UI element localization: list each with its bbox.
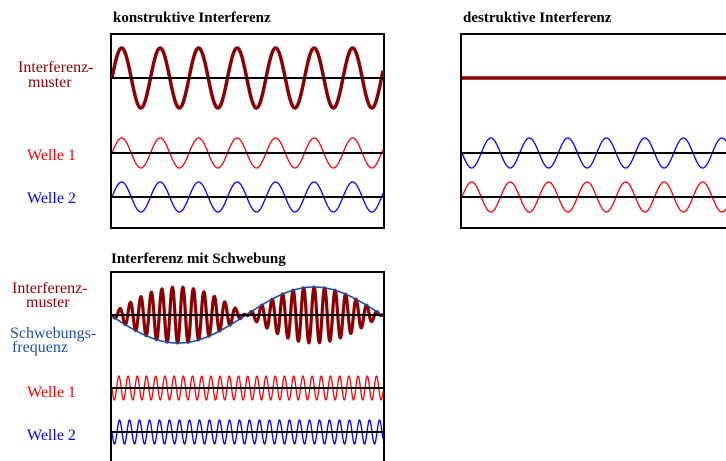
destructive-title: destruktive Interferenz xyxy=(463,10,612,26)
constructive-waves xyxy=(110,46,385,213)
beat-wave1-label: Welle 1 xyxy=(27,384,76,401)
beat-pattern-label-1: Interferenz- xyxy=(12,280,88,297)
beat-title: Interferenz mit Schwebung xyxy=(111,251,286,267)
destructive-wave-2 xyxy=(461,181,726,213)
beat-frame xyxy=(110,271,385,461)
constructive-title: konstruktive Interferenz xyxy=(113,10,271,26)
constructive-wave-1 xyxy=(111,137,384,169)
beat-waves xyxy=(110,285,385,445)
constructive-wave2-label: Welle 2 xyxy=(27,190,76,207)
destructive-wave-1 xyxy=(461,137,726,169)
beat-wave-1 xyxy=(111,375,384,401)
destructive-waves xyxy=(461,76,726,213)
destructive-frame xyxy=(460,33,726,229)
beat-wave-2 xyxy=(111,419,384,445)
constructive-interference-pattern xyxy=(110,46,385,110)
beat-frequency-label-2: frequenz xyxy=(12,339,68,356)
constructive-pattern-label-1: Interferenz- xyxy=(18,59,94,76)
constructive-wave-2 xyxy=(111,181,384,213)
beat-pattern-label-2: muster xyxy=(26,294,70,311)
constructive-pattern-label-2: muster xyxy=(28,74,72,91)
constructive-wave1-label: Welle 1 xyxy=(27,147,76,164)
beat-wave2-label: Welle 2 xyxy=(27,427,76,444)
constructive-frame xyxy=(110,33,385,229)
beat-frequency-label-1: Schwebungs- xyxy=(10,325,96,342)
